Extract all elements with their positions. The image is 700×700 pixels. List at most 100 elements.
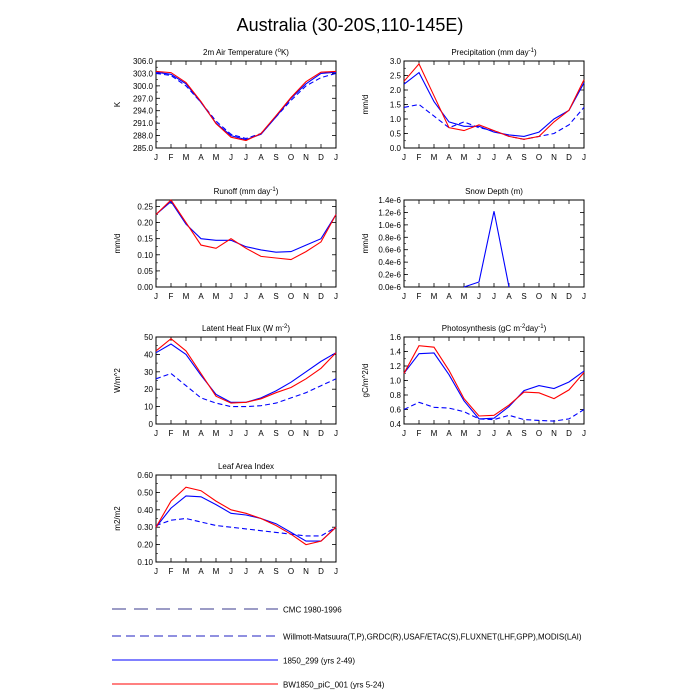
- y-axis-label: W/m^2: [113, 368, 122, 393]
- y-tick-label: 303.0: [133, 69, 154, 78]
- y-tick-label: 0.25: [137, 202, 153, 211]
- x-tick-label: M: [213, 292, 220, 301]
- x-tick-label: F: [169, 153, 174, 162]
- y-tick-label: 1.5: [390, 101, 402, 110]
- x-tick-label: O: [288, 153, 294, 162]
- chart-panel-7: Leaf Area Index m2/m2 0.10 0.20 0.30 0.40 0.50…: [113, 462, 338, 576]
- chart-panel-2: Precipitation (mm day-1) mm/d 0.0 0.5 1.0 1.5…: [361, 48, 586, 162]
- y-tick-label: 0.4e-6: [378, 258, 401, 267]
- panel-title: Photosynthesis (gC m-2day-1): [442, 324, 547, 333]
- y-tick-label: 0.5: [390, 130, 402, 139]
- series-line-blue: [463, 211, 510, 288]
- y-tick-label: 0.6e-6: [378, 246, 401, 255]
- y-tick-label: 0.40: [137, 506, 153, 515]
- y-tick-label: 306.0: [133, 57, 154, 66]
- x-tick-label: A: [506, 292, 512, 301]
- panel-title: Leaf Area Index: [218, 462, 274, 471]
- x-tick-label: F: [169, 292, 174, 301]
- y-tick-label: 0.8e-6: [378, 233, 401, 242]
- y-axis-label: mm/d: [113, 234, 122, 254]
- y-tick-label: 0.60: [137, 471, 153, 480]
- x-tick-label: A: [446, 153, 452, 162]
- x-tick-label: O: [536, 153, 542, 162]
- x-tick-label: J: [229, 292, 233, 301]
- y-axis-label: mm/d: [361, 95, 370, 115]
- series-line-obs: [155, 372, 337, 408]
- y-tick-label: 300.0: [133, 82, 154, 91]
- x-tick-label: J: [244, 153, 248, 162]
- y-tick-label: 0.05: [137, 267, 153, 276]
- chart-panel-3: Runoff (mm day-1) mm/d 0.00 0.05 0.10 0.15 0.2…: [113, 187, 338, 301]
- y-tick-label: 0.0: [390, 144, 402, 153]
- x-tick-label: J: [402, 292, 406, 301]
- series-line-obs: [403, 401, 585, 422]
- y-tick-label: 3.0: [390, 57, 402, 66]
- x-tick-label: S: [521, 153, 526, 162]
- x-tick-label: S: [521, 429, 526, 438]
- series-line-red: [155, 199, 337, 261]
- panel-title: Latent Heat Flux (W m-2): [202, 324, 290, 333]
- x-tick-label: F: [169, 567, 174, 576]
- x-tick-label: A: [258, 292, 264, 301]
- x-tick-label: M: [183, 429, 190, 438]
- x-tick-label: D: [566, 429, 572, 438]
- y-tick-label: 0.4: [390, 420, 402, 429]
- plot-frame: [155, 60, 337, 149]
- x-tick-label: D: [566, 292, 572, 301]
- x-tick-label: O: [288, 429, 294, 438]
- x-tick-label: D: [318, 567, 324, 576]
- series-line-red: [155, 486, 337, 546]
- x-tick-label: J: [402, 429, 406, 438]
- x-tick-label: A: [258, 153, 264, 162]
- x-tick-label: N: [303, 292, 309, 301]
- x-tick-label: M: [213, 429, 220, 438]
- x-tick-label: A: [258, 429, 264, 438]
- legend-label: CMC 1980-1996: [283, 606, 342, 615]
- series-line-red: [403, 345, 585, 417]
- y-tick-label: 10: [144, 403, 153, 412]
- y-tick-label: 291.0: [133, 119, 154, 128]
- y-tick-label: 285.0: [133, 144, 154, 153]
- x-tick-label: J: [477, 153, 481, 162]
- series-line-blue: [403, 71, 585, 137]
- y-tick-label: 0.6: [390, 406, 402, 415]
- panel-title: 2m Air Temperature (oK): [203, 48, 289, 57]
- x-tick-label: J: [154, 567, 158, 576]
- x-tick-label: A: [198, 567, 204, 576]
- legend-label: Willmott-Matsuura(T,P),GRDC(R),USAF/ETAC…: [283, 633, 582, 642]
- x-tick-label: O: [288, 567, 294, 576]
- x-tick-label: N: [303, 153, 309, 162]
- x-tick-label: J: [334, 567, 338, 576]
- x-tick-label: N: [551, 153, 557, 162]
- series-line-red: [403, 62, 585, 140]
- x-tick-label: D: [566, 153, 572, 162]
- x-tick-label: J: [229, 153, 233, 162]
- plot-frame: [403, 60, 585, 149]
- y-tick-label: 1.0: [390, 377, 402, 386]
- x-tick-label: A: [506, 429, 512, 438]
- y-tick-label: 288.0: [133, 132, 154, 141]
- series-line-red: [155, 337, 337, 404]
- x-tick-label: F: [417, 292, 422, 301]
- x-tick-label: J: [154, 292, 158, 301]
- y-tick-label: 0.20: [137, 219, 153, 228]
- y-tick-label: 294.0: [133, 107, 154, 116]
- series-line-obs: [155, 72, 337, 140]
- y-tick-label: 0.30: [137, 523, 153, 532]
- plot-frame: [403, 336, 585, 425]
- x-tick-label: M: [461, 429, 468, 438]
- x-tick-label: M: [431, 153, 438, 162]
- x-tick-label: J: [334, 429, 338, 438]
- series-line-red: [155, 70, 337, 142]
- x-tick-label: D: [318, 153, 324, 162]
- x-tick-label: J: [477, 292, 481, 301]
- x-tick-label: J: [582, 153, 586, 162]
- x-tick-label: D: [318, 429, 324, 438]
- y-tick-label: 2.0: [390, 86, 402, 95]
- x-tick-label: J: [492, 292, 496, 301]
- x-tick-label: J: [492, 429, 496, 438]
- y-tick-label: 0.0e-6: [378, 283, 401, 292]
- y-axis-label: m2/m2: [113, 506, 122, 531]
- x-tick-label: J: [334, 153, 338, 162]
- y-tick-label: 0.8: [390, 391, 402, 400]
